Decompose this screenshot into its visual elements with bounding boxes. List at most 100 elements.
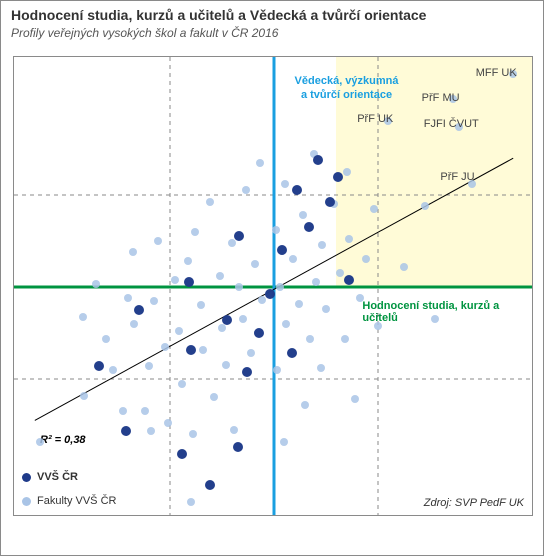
scatter-point: [234, 231, 244, 241]
scatter-point: [242, 367, 252, 377]
scatter-point: [317, 364, 325, 372]
source-credit: Zdroj: SVP PedF UK: [424, 497, 524, 509]
scatter-point: [205, 480, 215, 490]
scatter-point: [177, 449, 187, 459]
scatter-point: [351, 395, 359, 403]
scatter-point: [277, 245, 287, 255]
scatter-point: [362, 255, 370, 263]
scatter-point: [233, 442, 243, 452]
scatter-point: [301, 401, 309, 409]
scatter-point: [282, 320, 290, 328]
legend-label-fakulty: Fakulty VVŠ ČR: [37, 495, 116, 507]
scatter-plot: Hodnocení studia, kurzů a učitelů Vědeck…: [13, 56, 533, 516]
scatter-point: [175, 327, 183, 335]
scatter-point: [80, 392, 88, 400]
chart-subtitle: Profily veřejných vysokých škol a fakult…: [11, 26, 278, 40]
scatter-point: [273, 366, 281, 374]
scatter-point: [222, 315, 232, 325]
scatter-point: [239, 315, 247, 323]
chart-title: Hodnocení studia, kurzů a učitelů a Věde…: [11, 7, 426, 23]
scatter-point: [431, 315, 439, 323]
scatter-point: [313, 155, 323, 165]
scatter-point: [154, 237, 162, 245]
legend-swatch-vvs: [22, 473, 31, 482]
y-axis-label-line1: Vědecká, výzkumná: [295, 75, 399, 87]
scatter-point: [281, 180, 289, 188]
point-label: PřF JU: [440, 171, 474, 183]
legend-item-fakulty: Fakulty VVŠ ČR: [22, 495, 116, 507]
scatter-point: [129, 248, 137, 256]
scatter-point: [400, 263, 408, 271]
point-label: FJFI ČVUT: [424, 118, 479, 130]
scatter-point: [299, 211, 307, 219]
scatter-point: [102, 335, 110, 343]
scatter-point: [119, 407, 127, 415]
scatter-point: [374, 322, 382, 330]
scatter-point: [272, 226, 280, 234]
scatter-point: [184, 277, 194, 287]
y-axis-label-line2: a tvůrčí orientace: [301, 89, 392, 101]
scatter-point: [356, 294, 364, 302]
scatter-point: [295, 300, 303, 308]
scatter-point: [197, 301, 205, 309]
scatter-point: [280, 438, 288, 446]
chart-container: Hodnocení studia, kurzů a učitelů a Věde…: [0, 0, 544, 556]
scatter-point: [287, 348, 297, 358]
scatter-point: [242, 186, 250, 194]
legend-swatch-fakulty: [22, 497, 31, 506]
scatter-point: [247, 349, 255, 357]
point-label: PřF UK: [357, 113, 393, 125]
scatter-point: [164, 419, 172, 427]
scatter-point: [199, 346, 207, 354]
scatter-point: [289, 255, 297, 263]
scatter-point: [145, 362, 153, 370]
scatter-point: [222, 361, 230, 369]
scatter-point: [210, 393, 218, 401]
scatter-point: [265, 289, 275, 299]
scatter-point: [276, 283, 284, 291]
scatter-point: [333, 172, 343, 182]
scatter-point: [186, 345, 196, 355]
point-label: PřF MU: [422, 92, 460, 104]
scatter-point: [130, 320, 138, 328]
scatter-point: [343, 168, 351, 176]
scatter-point: [124, 294, 132, 302]
scatter-point: [187, 498, 195, 506]
scatter-point: [94, 361, 104, 371]
legend-item-vvs: VVŠ ČR: [22, 471, 78, 483]
scatter-point: [36, 438, 44, 446]
scatter-point: [370, 205, 378, 213]
scatter-point: [189, 430, 197, 438]
scatter-point: [254, 328, 264, 338]
scatter-point: [134, 305, 144, 315]
scatter-point: [336, 269, 344, 277]
scatter-point: [216, 272, 224, 280]
scatter-point: [161, 343, 169, 351]
scatter-point: [341, 335, 349, 343]
scatter-point: [421, 202, 429, 210]
scatter-point: [218, 324, 226, 332]
scatter-point: [79, 313, 87, 321]
scatter-point: [292, 185, 302, 195]
scatter-point: [312, 278, 320, 286]
scatter-point: [251, 260, 259, 268]
scatter-point: [147, 427, 155, 435]
x-axis-label: Hodnocení studia, kurzů a učitelů: [362, 300, 532, 324]
scatter-point: [322, 305, 330, 313]
scatter-point: [318, 241, 326, 249]
scatter-point: [109, 366, 117, 374]
scatter-point: [92, 280, 100, 288]
scatter-point: [230, 426, 238, 434]
y-axis-label: Vědecká, výzkumná a tvůrčí orientace: [295, 75, 399, 101]
point-label: MFF UK: [476, 67, 517, 79]
scatter-point: [306, 335, 314, 343]
scatter-point: [184, 257, 192, 265]
scatter-point: [178, 380, 186, 388]
scatter-point: [141, 407, 149, 415]
scatter-point: [325, 197, 335, 207]
scatter-point: [150, 297, 158, 305]
scatter-point: [304, 222, 314, 232]
scatter-point: [345, 235, 353, 243]
scatter-point: [191, 228, 199, 236]
scatter-point: [258, 296, 266, 304]
